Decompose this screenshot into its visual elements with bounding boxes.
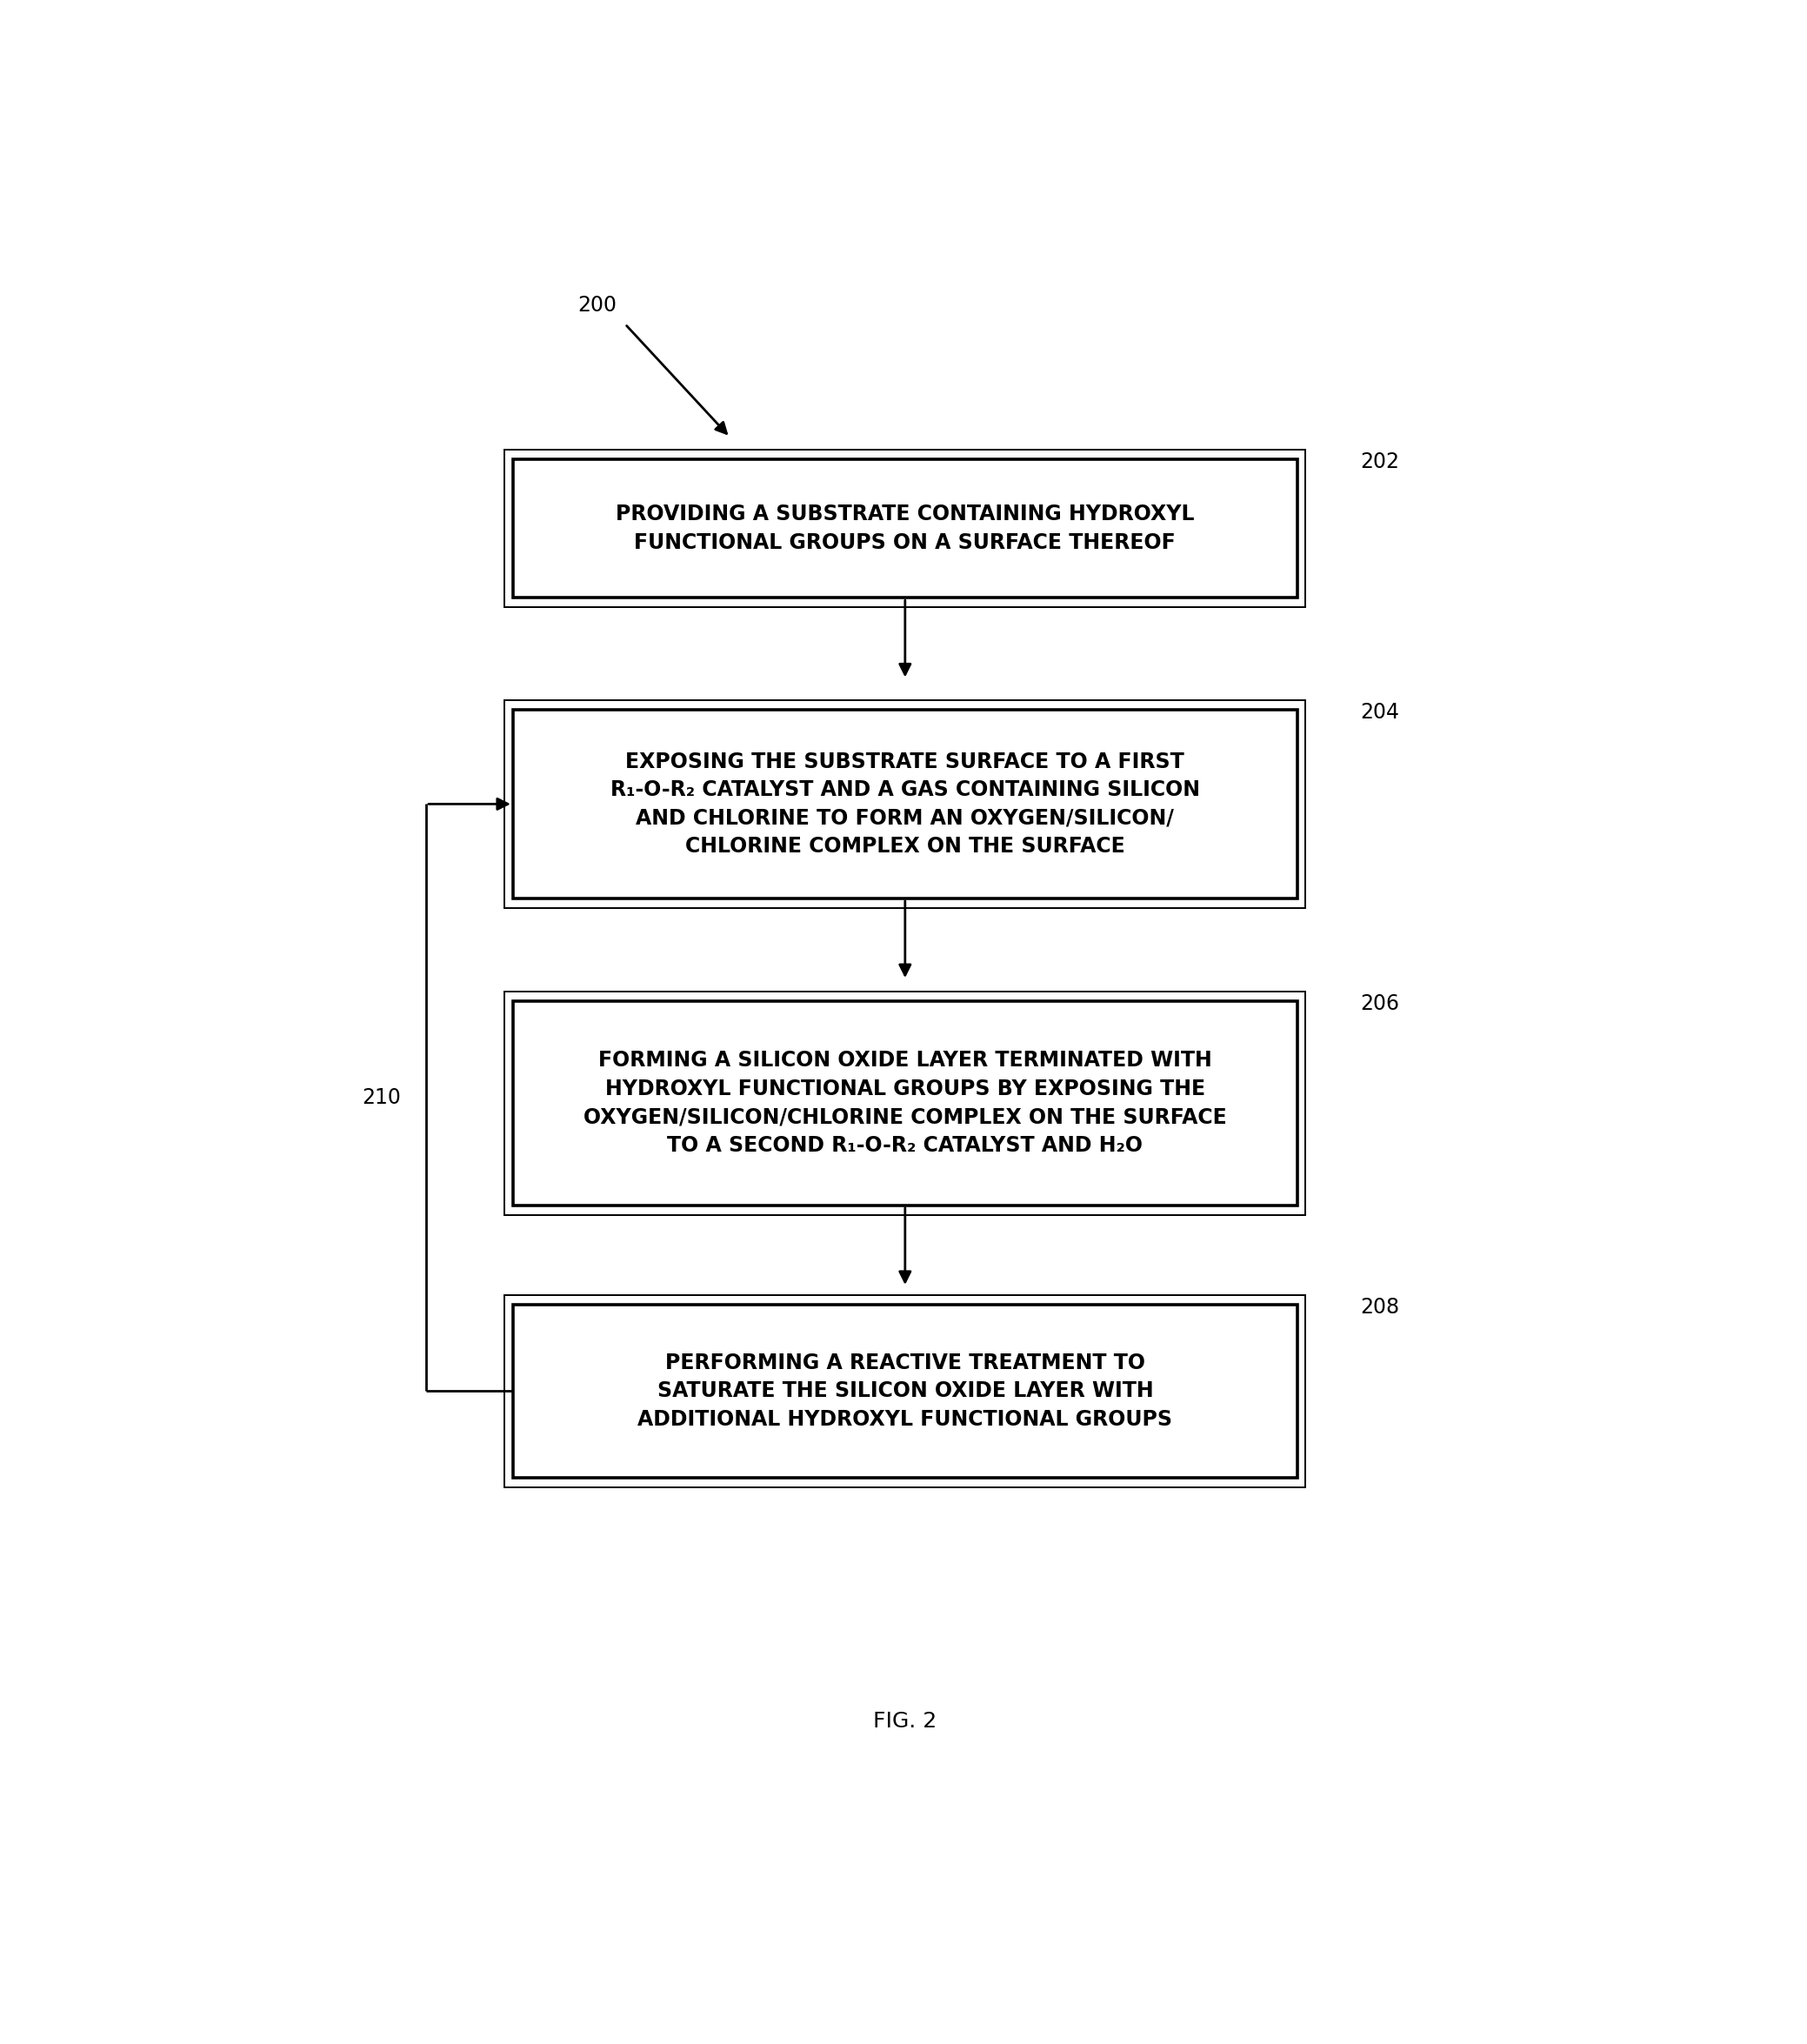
Bar (504, 701, 1306, 908)
Bar (504, 991, 1306, 1214)
Bar (513, 709, 1297, 899)
Bar (504, 1296, 1306, 1488)
Text: EXPOSING THE SUBSTRATE SURFACE TO A FIRST
R₁-O-R₂ CATALYST AND A GAS CONTAINING : EXPOSING THE SUBSTRATE SURFACE TO A FIRS… (611, 750, 1200, 856)
Text: 200: 200 (578, 294, 616, 315)
Text: 202: 202 (1361, 452, 1399, 472)
Text: 210: 210 (361, 1087, 401, 1108)
Bar (513, 1304, 1297, 1478)
Text: 208: 208 (1361, 1296, 1399, 1318)
Text: FIG. 2: FIG. 2 (873, 1711, 938, 1731)
Text: PROVIDING A SUBSTRATE CONTAINING HYDROXYL
FUNCTIONAL GROUPS ON A SURFACE THEREOF: PROVIDING A SUBSTRATE CONTAINING HYDROXY… (616, 505, 1194, 554)
Text: 206: 206 (1361, 993, 1399, 1014)
Text: FORMING A SILICON OXIDE LAYER TERMINATED WITH
HYDROXYL FUNCTIONAL GROUPS BY EXPO: FORMING A SILICON OXIDE LAYER TERMINATED… (584, 1051, 1227, 1157)
Bar (504, 450, 1306, 607)
Bar (513, 1002, 1297, 1206)
Text: 204: 204 (1361, 701, 1399, 724)
Bar (513, 460, 1297, 597)
Text: PERFORMING A REACTIVE TREATMENT TO
SATURATE THE SILICON OXIDE LAYER WITH
ADDITIO: PERFORMING A REACTIVE TREATMENT TO SATUR… (638, 1353, 1173, 1431)
